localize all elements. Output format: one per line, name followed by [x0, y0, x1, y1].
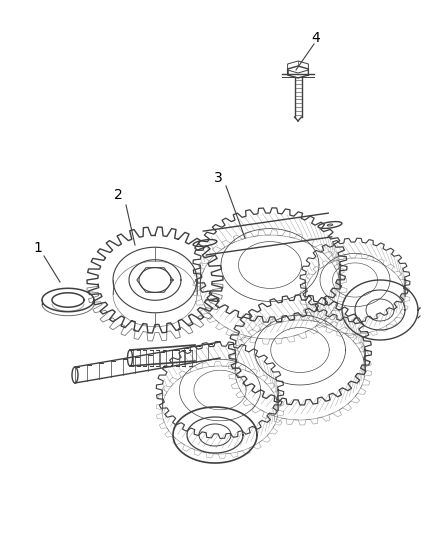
Polygon shape	[288, 66, 308, 78]
Ellipse shape	[127, 350, 133, 366]
Text: 1: 1	[34, 241, 42, 255]
Text: 4: 4	[311, 31, 320, 45]
Ellipse shape	[72, 367, 78, 383]
Text: 2: 2	[113, 188, 122, 202]
Text: 3: 3	[214, 171, 223, 185]
Ellipse shape	[193, 239, 217, 246]
Ellipse shape	[318, 222, 342, 229]
